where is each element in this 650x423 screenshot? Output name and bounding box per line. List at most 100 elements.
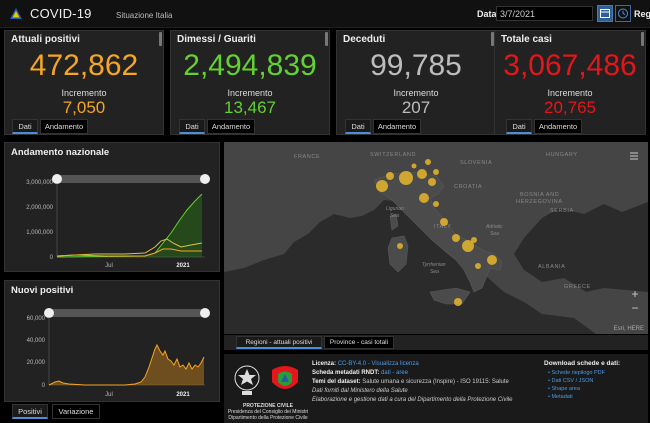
prot-sub1: Presidenza del Consiglio dei Ministri [227, 409, 309, 415]
region-bubble[interactable] [433, 169, 439, 175]
tab-andamento[interactable]: Andamento [534, 119, 582, 134]
download-link[interactable]: • Shape area [548, 386, 580, 392]
protezione-civile-logo-icon [272, 366, 298, 389]
region-bubble[interactable] [440, 218, 448, 226]
metadata-link[interactable]: dati - aree [381, 370, 409, 376]
tab-andamento[interactable]: Andamento [207, 119, 255, 134]
country-label: HERZEGOVINA [516, 199, 563, 205]
region-bubble[interactable] [386, 172, 394, 180]
national-trend-chart: 3,000,000 2,000,000 1,000,000 0 Jul 2021 [26, 174, 210, 269]
range-slider-start-handle[interactable] [52, 174, 62, 184]
card-increment-label: Incremento [61, 88, 107, 98]
card-increment-label: Incremento [547, 88, 593, 98]
region-selector-label[interactable]: Reg [634, 9, 650, 19]
y-tick-label: 3,000,000 [26, 180, 53, 186]
card-deceduti: Deceduti 99,785 Incremento 207 [336, 30, 496, 135]
download-link-text[interactable]: Shape area [551, 386, 580, 392]
range-slider-track[interactable] [49, 309, 205, 317]
region-bubble[interactable] [462, 240, 474, 252]
tab-dati[interactable]: Dati [179, 119, 205, 134]
active-line [56, 248, 202, 257]
range-slider-end-handle[interactable] [200, 174, 210, 184]
panel-title: Andamento nazionale [11, 147, 110, 158]
region-bubble[interactable] [411, 163, 417, 169]
card-scrollbar[interactable] [491, 32, 494, 46]
y-tick-label: 1,000,000 [26, 230, 53, 236]
download-link[interactable]: • Schede riepilogo PDF [548, 370, 605, 376]
clock-icon [618, 8, 628, 19]
sea-label: Sea [430, 269, 439, 275]
card-totale-casi: Totale casi 3,067,486 Incremento 20,765 [494, 30, 646, 135]
calendar-button[interactable] [597, 5, 613, 22]
range-slider-end-handle[interactable] [200, 308, 210, 318]
card-scrollbar[interactable] [641, 32, 644, 46]
region-bubble[interactable] [419, 193, 429, 203]
data-source-line: Dati forniti dal Ministero della Salute [312, 388, 408, 394]
italy-emblem-icon [234, 365, 260, 395]
country-label: SLOVENIA [460, 160, 492, 166]
sea-label: Adriatic [485, 224, 503, 230]
region-bubble[interactable] [376, 180, 388, 192]
tab-andamento[interactable]: Andamento [40, 119, 88, 134]
country-label: SERBIA [550, 208, 574, 214]
x-tick-label: Jul [105, 263, 113, 269]
country-label: SWITZERLAND [370, 152, 416, 158]
sea-label: Tyrrhenian [422, 262, 446, 268]
card-scrollbar[interactable] [159, 32, 162, 46]
panel-title: Nuovi positivi [11, 285, 74, 296]
download-link[interactable]: • Metadati [548, 394, 573, 400]
country-label: FRANCE [294, 154, 320, 160]
region-bubble[interactable] [454, 298, 462, 306]
card-increment-label: Incremento [227, 88, 273, 98]
region-bubble[interactable] [417, 169, 427, 179]
license-line: Licenza: CC-BY-4.0 - Visualizza licenza [312, 361, 419, 367]
tab-dati[interactable]: Dati [345, 119, 371, 134]
x-tick-label: 2021 [176, 263, 190, 269]
app-subtitle: Situazione Italia [116, 11, 173, 20]
region-bubble[interactable] [471, 237, 477, 243]
time-button[interactable] [615, 5, 631, 22]
download-link-text[interactable]: Dati CSV / JSON [551, 378, 594, 384]
region-bubble[interactable] [433, 201, 439, 207]
region-bubbles[interactable] [376, 159, 497, 306]
y-tick-label: 20,000 [27, 360, 46, 366]
range-slider-track[interactable] [57, 175, 205, 183]
tab-province[interactable]: Province - casi totali [324, 336, 394, 349]
italy-map[interactable]: FRANCE SWITZERLAND SLOVENIA HUNGARY CROA… [224, 142, 648, 334]
card-value: 99,785 [370, 49, 462, 82]
license-link[interactable]: CC-BY-4.0 - Visualizza licenza [337, 361, 419, 367]
region-bubble[interactable] [428, 178, 436, 186]
download-link-text[interactable]: Metadati [551, 394, 573, 400]
zoom-in-button[interactable]: + [631, 287, 639, 301]
y-tick-label: 40,000 [27, 338, 46, 344]
calendar-icon [600, 9, 610, 18]
region-bubble[interactable] [475, 263, 481, 269]
date-input[interactable] [496, 6, 593, 21]
download-link-text[interactable]: Schede riepilogo PDF [551, 370, 605, 376]
tab-dati[interactable]: Dati [12, 119, 38, 134]
zoom-out-button[interactable]: − [631, 301, 639, 315]
region-bubble[interactable] [452, 234, 460, 242]
card-increment-value: 7,050 [62, 98, 106, 117]
download-title: Download schede e dati: [544, 360, 621, 367]
tab-andamento[interactable]: Andamento [373, 119, 421, 134]
tab-regioni[interactable]: Regioni - attuali positivi [236, 336, 322, 349]
map-layers-icon[interactable] [628, 150, 640, 162]
range-slider-start-handle[interactable] [44, 308, 54, 318]
card-scrollbar[interactable] [325, 32, 328, 46]
tab-dati[interactable]: Dati [506, 119, 532, 134]
region-bubble[interactable] [487, 255, 497, 265]
map-canvas[interactable]: FRANCE SWITZERLAND SLOVENIA HUNGARY CROA… [224, 142, 648, 334]
card-increment-value: 20,765 [544, 98, 596, 117]
region-bubble[interactable] [397, 243, 403, 249]
protezione-civile-logo-icon [10, 8, 22, 19]
y-tick-label: 60,000 [27, 316, 46, 322]
card-increment-label: Incremento [393, 88, 439, 98]
tab-variazione[interactable]: Variazione [52, 404, 100, 419]
region-bubble[interactable] [399, 171, 413, 185]
y-tick-label: 2,000,000 [26, 205, 53, 211]
download-link[interactable]: • Dati CSV / JSON [548, 378, 594, 384]
tab-positivi[interactable]: Positivi [12, 404, 48, 419]
region-bubble[interactable] [425, 159, 431, 165]
protezione-civile-caption: PROTEZIONE CIVILE Presidenza del Consigl… [226, 403, 310, 421]
